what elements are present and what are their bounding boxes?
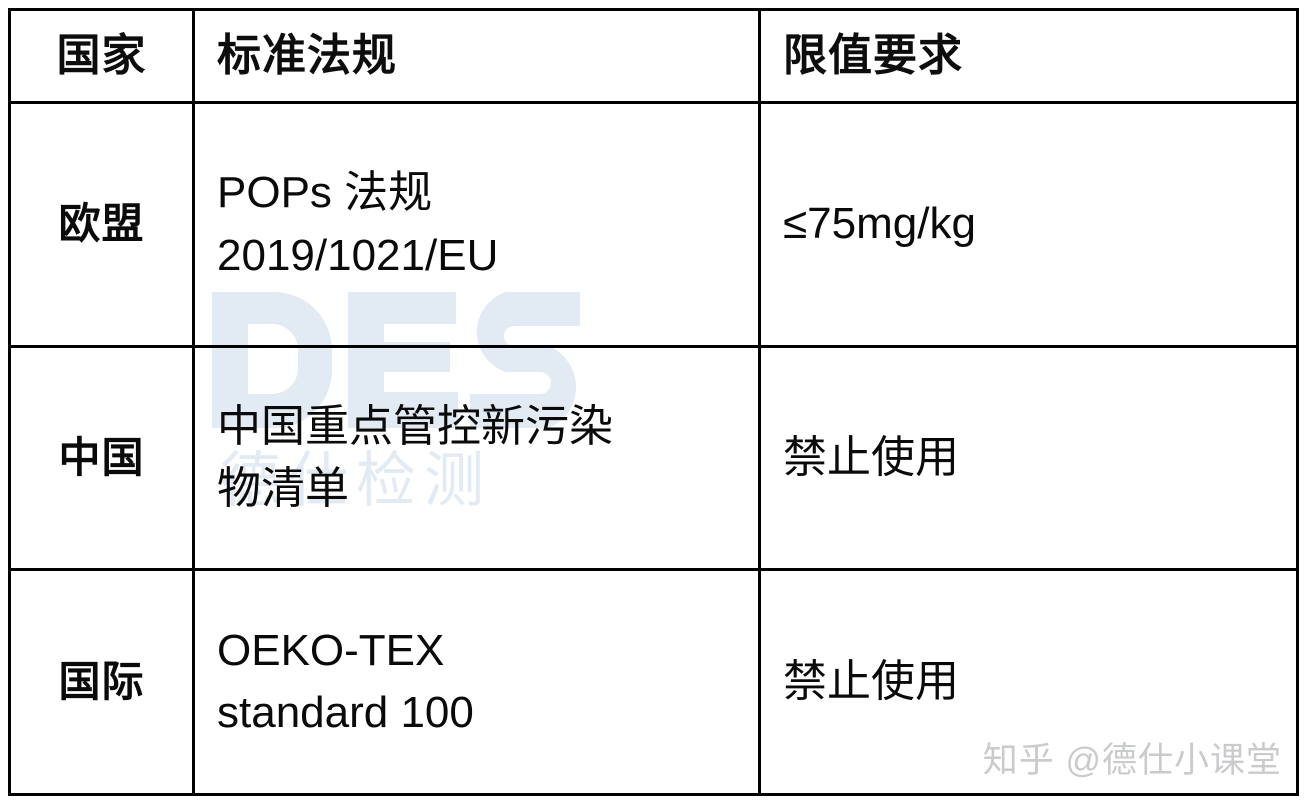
column-header-limit-label: 限值要求	[783, 31, 963, 80]
table-header-row: 国家 标准法规 限值要求	[8, 8, 1299, 104]
limit-label: 禁止使用	[783, 656, 959, 706]
regulation-line-1: POPs 法规	[217, 168, 433, 218]
regulation-line-2: 物清单	[217, 464, 349, 513]
regulation-label: 中国重点管控新污染 物清单	[195, 396, 758, 521]
column-header-country: 国家	[8, 8, 195, 104]
cell-regulation: POPs 法规 2019/1021/EU	[192, 101, 761, 348]
cell-regulation: 中国重点管控新污染 物清单	[192, 345, 761, 571]
column-header-limit: 限值要求	[758, 8, 1299, 104]
regulation-line-1: OEKO-TEX	[217, 625, 445, 675]
regulation-line-2: standard 100	[217, 688, 474, 737]
table-row: 国际 OEKO-TEX standard 100 禁止使用	[8, 568, 1299, 796]
regulation-label: OEKO-TEX standard 100	[195, 620, 758, 745]
cell-limit: 禁止使用	[758, 345, 1299, 571]
table-row: 中国 中国重点管控新污染 物清单 禁止使用	[8, 345, 1299, 571]
cell-country: 欧盟	[8, 101, 195, 348]
regulation-line-2: 2019/1021/EU	[217, 230, 499, 280]
cell-regulation: OEKO-TEX standard 100	[192, 568, 761, 796]
cell-country: 国际	[8, 568, 195, 796]
regulation-limits-table: 国家 标准法规 限值要求 欧盟 POPs 法规 2019/1021/EU	[8, 8, 1299, 796]
regulation-label: POPs 法规 2019/1021/EU	[195, 162, 758, 287]
column-header-regulation: 标准法规	[192, 8, 761, 104]
limit-label: 禁止使用	[783, 432, 959, 482]
table-row: 欧盟 POPs 法规 2019/1021/EU ≤75mg/kg	[8, 101, 1299, 348]
column-header-regulation-label: 标准法规	[217, 31, 397, 80]
country-label: 中国	[58, 433, 145, 481]
cell-country: 中国	[8, 345, 195, 571]
limit-label: ≤75mg/kg	[783, 199, 976, 249]
country-label: 欧盟	[58, 200, 145, 248]
column-header-country-label: 国家	[56, 31, 147, 80]
cell-limit: ≤75mg/kg	[758, 101, 1299, 348]
regulation-line-1: 中国重点管控新污染	[217, 401, 613, 451]
country-label: 国际	[58, 657, 145, 705]
cell-limit: 禁止使用	[758, 568, 1299, 796]
